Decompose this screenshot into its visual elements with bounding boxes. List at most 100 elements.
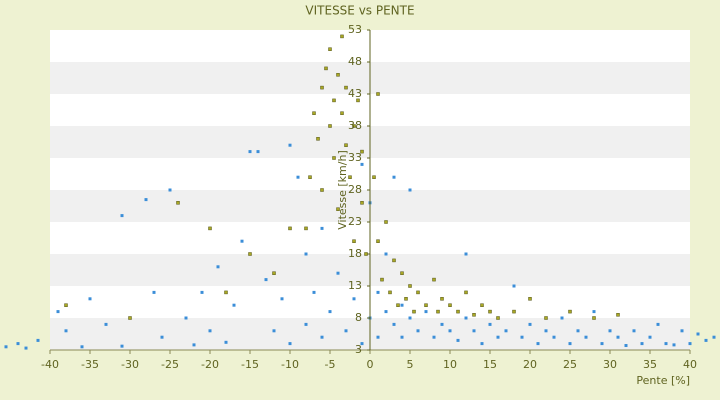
- point: [376, 239, 380, 243]
- point: [496, 335, 500, 339]
- x-axis-label: Pente [%]: [636, 374, 690, 387]
- point: [320, 335, 324, 339]
- point: [396, 303, 400, 307]
- y-tick-label: 18: [348, 247, 362, 260]
- point: [416, 290, 420, 295]
- point: [344, 329, 348, 333]
- point: [332, 156, 336, 160]
- point: [376, 335, 380, 339]
- point: [360, 162, 364, 166]
- point: [576, 329, 580, 333]
- point: [240, 239, 244, 243]
- point: [360, 149, 364, 154]
- point: [392, 258, 396, 263]
- point: [464, 290, 468, 295]
- point: [544, 316, 548, 320]
- point: [176, 201, 180, 205]
- point: [640, 342, 644, 346]
- point: [248, 252, 252, 256]
- point: [436, 309, 440, 314]
- point: [608, 329, 612, 333]
- y-tick-label: 48: [348, 55, 362, 68]
- point: [372, 175, 376, 179]
- x-tick-label: -20: [201, 358, 219, 371]
- point: [120, 344, 124, 348]
- point: [416, 329, 420, 333]
- point: [400, 271, 404, 275]
- x-tick-label: 5: [407, 358, 414, 371]
- point: [488, 322, 492, 326]
- point: [408, 316, 412, 320]
- point: [360, 342, 364, 346]
- point: [400, 335, 404, 339]
- point: [424, 303, 428, 307]
- point: [672, 343, 676, 347]
- point: [320, 226, 324, 230]
- y-tick-label: 28: [348, 183, 362, 196]
- point: [336, 207, 340, 211]
- point: [264, 278, 268, 282]
- point: [520, 335, 524, 339]
- point: [376, 290, 380, 294]
- x-tick-label: -35: [81, 358, 99, 371]
- point: [56, 310, 60, 314]
- point: [392, 175, 396, 179]
- point: [272, 271, 276, 275]
- x-tick-label: -5: [325, 358, 336, 371]
- point: [288, 342, 292, 346]
- point: [536, 342, 540, 346]
- point: [320, 188, 324, 192]
- point: [208, 329, 212, 333]
- x-tick-label: 20: [523, 358, 537, 371]
- point: [288, 226, 292, 231]
- point: [456, 338, 460, 342]
- y-tick-label: 53: [348, 23, 362, 36]
- point: [308, 175, 312, 179]
- point: [356, 98, 360, 103]
- point: [324, 66, 328, 71]
- point: [104, 322, 108, 326]
- x-tick-label: 0: [367, 358, 374, 371]
- point: [472, 329, 476, 333]
- point: [624, 344, 628, 348]
- point: [616, 335, 620, 339]
- point: [184, 316, 188, 320]
- point: [384, 252, 388, 256]
- x-tick-label: 35: [643, 358, 657, 371]
- chart-title: VITESSE vs PENTE: [305, 4, 414, 18]
- point: [408, 188, 412, 192]
- point: [344, 143, 348, 147]
- point: [336, 73, 340, 77]
- y-tick-label: 23: [348, 215, 362, 228]
- x-tick-label: 10: [443, 358, 457, 371]
- point: [440, 297, 444, 301]
- point: [192, 343, 196, 347]
- point: [632, 329, 636, 333]
- x-tick-label: -25: [161, 358, 179, 371]
- point: [168, 188, 172, 192]
- point: [340, 111, 344, 115]
- point: [380, 277, 384, 282]
- point: [568, 342, 572, 346]
- point: [664, 342, 668, 346]
- point: [120, 214, 124, 218]
- point: [360, 201, 364, 205]
- x-tick-label: 25: [563, 358, 577, 371]
- y-tick-label: 33: [348, 151, 362, 164]
- point: [208, 226, 212, 231]
- point: [488, 309, 492, 314]
- point: [528, 297, 532, 301]
- point: [352, 124, 356, 128]
- point: [316, 137, 320, 141]
- point: [328, 124, 332, 128]
- point: [332, 98, 336, 103]
- point: [296, 175, 300, 179]
- point: [456, 309, 460, 314]
- point: [340, 34, 344, 39]
- point: [352, 297, 356, 301]
- point: [424, 310, 428, 314]
- point: [464, 252, 468, 256]
- point: [656, 322, 660, 326]
- point: [384, 220, 388, 224]
- point: [496, 316, 500, 320]
